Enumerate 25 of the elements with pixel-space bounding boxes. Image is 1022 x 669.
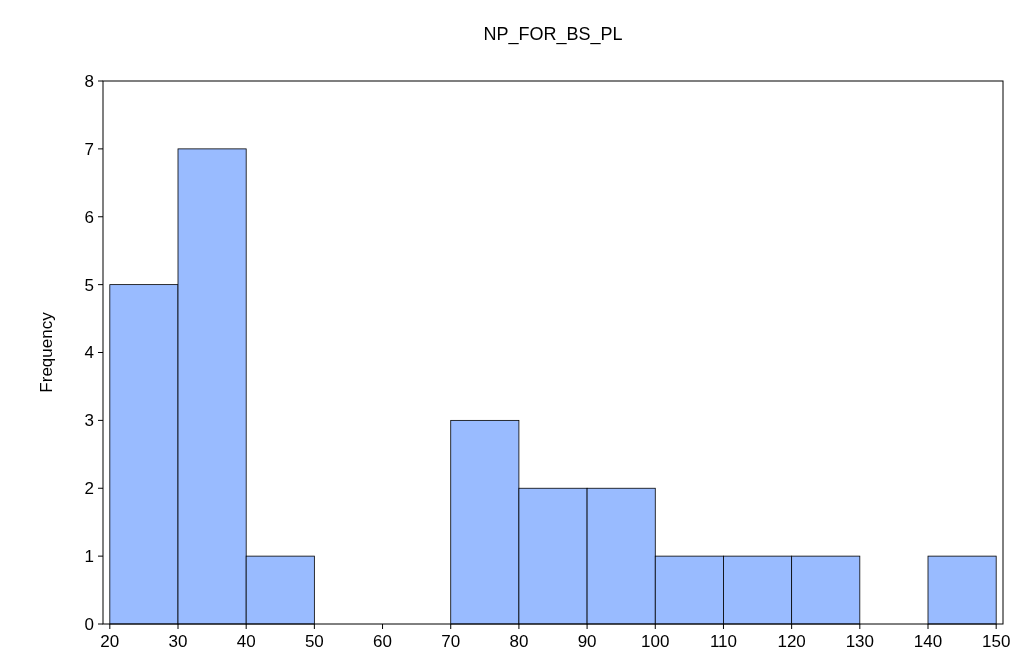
x-tick-label: 140	[913, 632, 943, 651]
x-tick-label: 120	[777, 632, 806, 651]
x-tick-label: 20	[100, 632, 120, 651]
x-tick-label: 50	[304, 632, 324, 651]
y-tick-label: 3	[84, 411, 94, 431]
x-tick-label: 30	[168, 632, 188, 651]
y-tick-label: 4	[84, 343, 94, 363]
y-axis-title: Frequency	[37, 311, 56, 393]
x-tick-label: 90	[577, 632, 597, 651]
x-tick-label: 150	[981, 632, 1011, 651]
x-tick-label: 60	[373, 632, 393, 651]
x-tick-label: 70	[441, 632, 461, 651]
y-tick-label: 8	[84, 71, 94, 91]
x-tick-label: 100	[641, 632, 670, 651]
x-tick-label: 40	[236, 632, 256, 651]
y-tick-label: 1	[84, 547, 94, 567]
y-tick-label: 6	[84, 207, 94, 227]
y-tick-label: 0	[84, 614, 94, 634]
x-tick-label: 130	[845, 632, 875, 651]
chart-title: NP_FOR_BS_PL	[483, 24, 623, 45]
y-tick-label: 2	[84, 479, 94, 499]
y-tick-label: 5	[84, 275, 94, 295]
x-tick-label: 80	[509, 632, 529, 651]
x-tick-label: 110	[709, 632, 738, 651]
y-tick-label: 7	[84, 139, 94, 159]
